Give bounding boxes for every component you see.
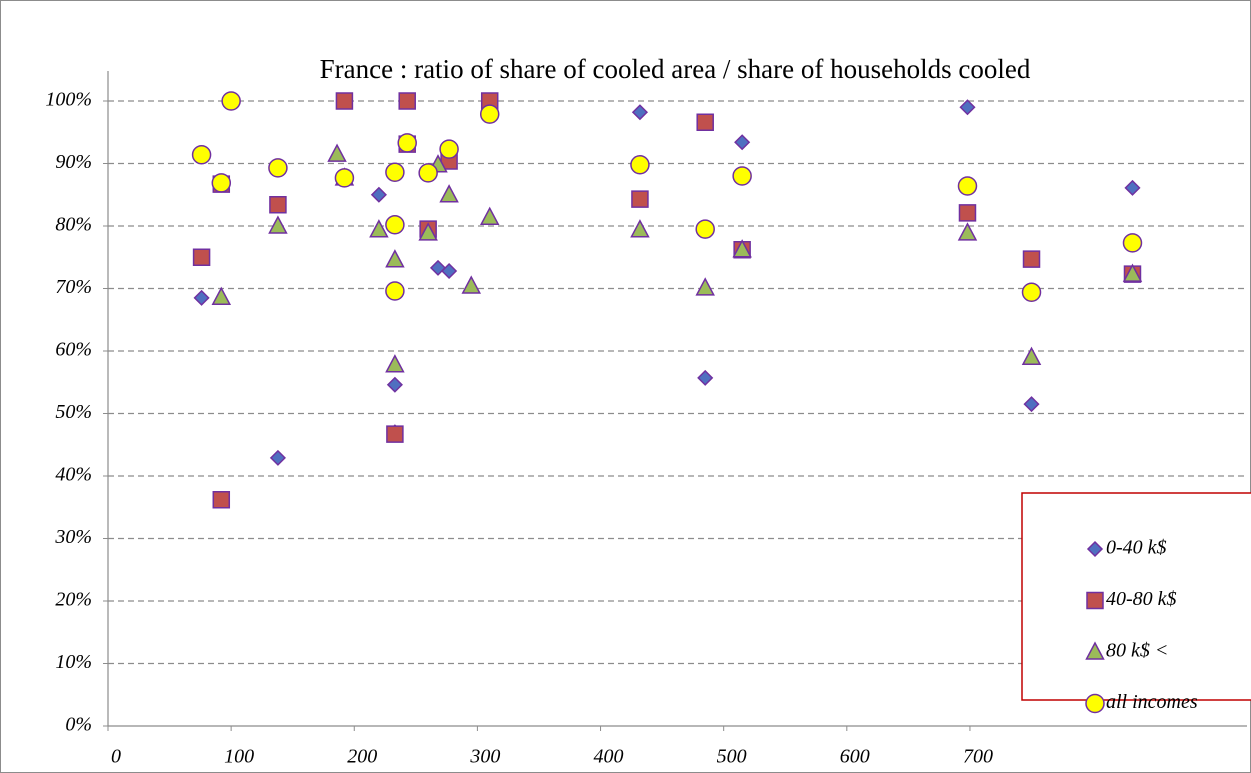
point	[327, 143, 347, 162]
point	[385, 281, 405, 301]
point	[631, 190, 649, 208]
y-tick-label: 60%	[55, 339, 92, 361]
point	[1023, 396, 1040, 413]
point	[385, 215, 405, 235]
point	[631, 104, 649, 121]
y-tick-label: 50%	[55, 401, 92, 423]
point	[957, 176, 978, 196]
point	[630, 219, 650, 238]
point	[1122, 263, 1143, 282]
point	[697, 369, 714, 386]
point	[1124, 179, 1141, 196]
point	[441, 262, 458, 280]
point	[269, 449, 286, 466]
x-tick-label: 700	[963, 746, 993, 768]
y-tick-label: 40%	[55, 464, 92, 486]
legend-box	[1021, 492, 1251, 701]
x-tick-label: 500	[717, 746, 747, 768]
y-tick-label: 30%	[54, 526, 92, 548]
point	[439, 184, 459, 203]
point	[386, 376, 403, 393]
point	[191, 145, 212, 165]
point	[958, 204, 977, 222]
y-tick-label: 70%	[55, 276, 92, 298]
point	[439, 139, 459, 159]
point	[957, 222, 978, 241]
point	[695, 277, 715, 296]
legend-label: 0-40 k$	[1106, 537, 1167, 559]
point	[398, 92, 416, 110]
point	[1122, 233, 1143, 253]
point	[268, 158, 288, 178]
point	[479, 206, 500, 225]
x-tick-label: 200	[347, 746, 377, 768]
y-tick-label: 10%	[55, 651, 92, 673]
y-tick-label: 90%	[55, 151, 92, 173]
point	[630, 155, 650, 175]
point	[397, 133, 417, 153]
point	[734, 134, 751, 151]
y-tick-label: 100%	[45, 89, 92, 111]
x-tick-label: 400	[594, 746, 624, 768]
point	[732, 166, 752, 186]
y-tick-label: 20%	[55, 589, 92, 611]
point	[212, 491, 231, 509]
legend-marker	[1085, 693, 1105, 714]
point	[192, 248, 211, 266]
legend-marker	[1085, 641, 1105, 660]
point	[193, 289, 210, 306]
point	[221, 91, 241, 111]
point	[461, 275, 481, 294]
chart-title: France : ratio of share of cooled area /…	[320, 54, 1031, 84]
point	[695, 219, 715, 239]
legend-label: all incomes	[1106, 691, 1198, 713]
x-tick-label: 600	[840, 746, 870, 768]
point	[370, 186, 387, 203]
point	[369, 219, 389, 238]
point	[211, 173, 232, 193]
point	[418, 222, 438, 241]
point	[268, 215, 288, 234]
x-tick-label: 300	[469, 746, 500, 768]
point	[418, 163, 438, 183]
x-tick-label: 0	[111, 746, 121, 768]
point	[1021, 282, 1042, 302]
y-tick-label: 0%	[65, 714, 92, 736]
point	[334, 168, 355, 188]
point	[732, 239, 752, 258]
point	[1022, 250, 1041, 268]
legend-label: 40-80 k$	[1106, 588, 1177, 610]
y-tick-label: 80%	[55, 214, 92, 236]
point	[1021, 346, 1042, 365]
legend: 0-40 k$ 40-80 k$ 80 k$ < all incomes	[1021, 492, 1251, 714]
point	[386, 425, 404, 443]
x-tick-label: 100	[224, 746, 254, 768]
point	[959, 99, 976, 116]
point	[479, 104, 500, 124]
point	[211, 286, 232, 305]
point	[335, 92, 354, 110]
legend-marker	[1086, 591, 1104, 610]
legend-label: 80 k$ <	[1106, 640, 1168, 662]
point	[269, 196, 287, 214]
point	[385, 354, 405, 373]
legend-marker	[1086, 540, 1104, 558]
point	[385, 162, 405, 182]
point	[385, 249, 405, 268]
point	[696, 113, 714, 131]
